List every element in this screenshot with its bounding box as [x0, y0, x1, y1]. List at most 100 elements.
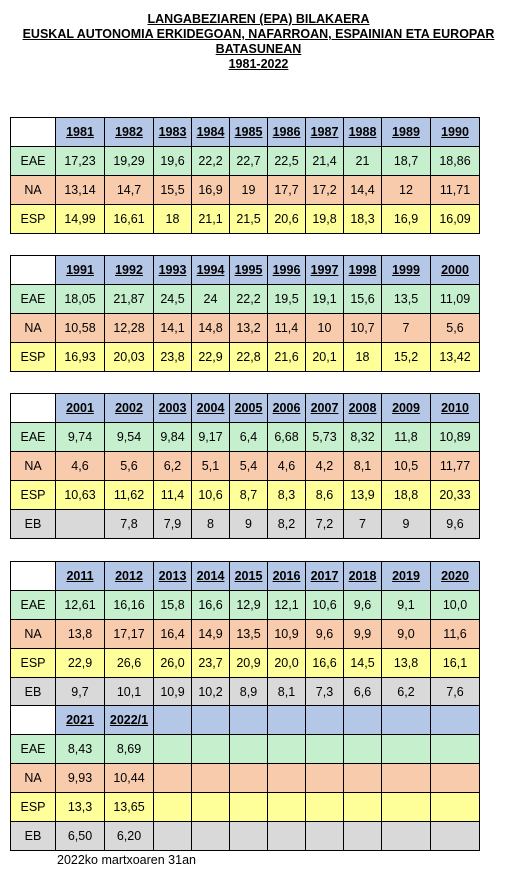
- year-header-cell: 2007: [305, 393, 344, 423]
- value-cell: 10,9: [267, 619, 306, 649]
- value-cell: [55, 509, 105, 539]
- value-cell: 21,4: [305, 146, 344, 176]
- year-header-cell: 1997: [305, 255, 344, 285]
- year-header-cell: 2020: [430, 561, 480, 591]
- value-cell: 14,7: [104, 175, 154, 205]
- value-cell: 4,6: [55, 451, 105, 481]
- corner-cell: [10, 705, 56, 735]
- year-header-cell: [305, 705, 344, 735]
- data-table-5: 2021 2022/1 EAE 8,43 8,69 NA 9,93 10,44 ESP 13,3 1…: [10, 705, 480, 851]
- row-label-eb: EB: [10, 821, 56, 851]
- corner-cell: [10, 393, 56, 423]
- row-label-na: NA: [10, 619, 56, 649]
- value-cell: 8,6: [305, 480, 344, 510]
- value-cell: 19,29: [104, 146, 154, 176]
- value-cell: 11,8: [381, 422, 431, 452]
- value-cell: 7: [343, 509, 382, 539]
- value-cell: 8,69: [104, 734, 154, 764]
- value-cell: 10: [305, 313, 344, 343]
- value-cell: [191, 763, 230, 793]
- value-cell: [191, 821, 230, 851]
- table-row-esp: ESP 22,9 26,6 26,0 23,7 20,9 20,0 16,6 14,5 13,8 1…: [10, 648, 480, 678]
- value-cell: [381, 792, 431, 822]
- value-cell: 9: [381, 509, 431, 539]
- value-cell: 13,8: [381, 648, 431, 678]
- value-cell: 9,0: [381, 619, 431, 649]
- value-cell: [267, 763, 306, 793]
- value-cell: 16,16: [104, 590, 154, 620]
- value-cell: [229, 792, 268, 822]
- value-cell: [305, 821, 344, 851]
- value-cell: 9,1: [381, 590, 431, 620]
- value-cell: 4,2: [305, 451, 344, 481]
- value-cell: 9,54: [104, 422, 154, 452]
- year-header-row: 2001 2002 2003 2004 2005 2006 2007 2008 2009 2010: [10, 393, 480, 423]
- value-cell: 20,1: [305, 342, 344, 372]
- value-cell: [153, 792, 192, 822]
- value-cell: 23,7: [191, 648, 230, 678]
- value-cell: 11,09: [430, 284, 480, 314]
- row-label-eae: EAE: [10, 284, 56, 314]
- value-cell: 10,89: [430, 422, 480, 452]
- value-cell: 9,74: [55, 422, 105, 452]
- value-cell: 20,03: [104, 342, 154, 372]
- value-cell: 15,8: [153, 590, 192, 620]
- data-table-4: 2011 2012 2013 2014 2015 2016 2017 2018 2019 2020…: [10, 561, 480, 707]
- table-row-na: NA 4,6 5,6 6,2 5,1 5,4 4,6 4,2 8,1 10,5 11,77: [10, 451, 480, 481]
- year-header-cell: 1987: [305, 117, 344, 147]
- value-cell: 8,3: [267, 480, 306, 510]
- value-cell: 16,61: [104, 204, 154, 234]
- row-label-eae: EAE: [10, 422, 56, 452]
- year-header-cell: [343, 705, 382, 735]
- value-cell: 7,6: [430, 677, 480, 707]
- value-cell: 17,23: [55, 146, 105, 176]
- value-cell: [229, 734, 268, 764]
- row-label-eae: EAE: [10, 146, 56, 176]
- value-cell: 19,1: [305, 284, 344, 314]
- year-header-cell: 2016: [267, 561, 306, 591]
- title-line-2: EUSKAL AUTONOMIA ERKIDEGOAN, NAFARROAN, …: [22, 27, 495, 41]
- year-header-cell: 2001: [55, 393, 105, 423]
- value-cell: 22,7: [229, 146, 268, 176]
- value-cell: 16,6: [191, 590, 230, 620]
- year-header-cell: 2006: [267, 393, 306, 423]
- value-cell: 12,61: [55, 590, 105, 620]
- value-cell: [305, 792, 344, 822]
- row-label-eae: EAE: [10, 734, 56, 764]
- value-cell: 17,2: [305, 175, 344, 205]
- year-header-cell: 1981: [55, 117, 105, 147]
- year-header-cell: 2004: [191, 393, 230, 423]
- year-header-row: 1981 1982 1983 1984 1985 1986 1987 1988 1989 1990: [10, 117, 480, 147]
- value-cell: 10,5: [381, 451, 431, 481]
- value-cell: 8: [191, 509, 230, 539]
- value-cell: 9,9: [343, 619, 382, 649]
- year-header-cell: 1985: [229, 117, 268, 147]
- value-cell: 9,17: [191, 422, 230, 452]
- year-header-row: 2011 2012 2013 2014 2015 2016 2017 2018 2019 2020: [10, 561, 480, 591]
- value-cell: 8,9: [229, 677, 268, 707]
- value-cell: [153, 734, 192, 764]
- value-cell: [430, 763, 480, 793]
- table-row-eae: EAE 8,43 8,69: [10, 734, 480, 764]
- value-cell: 20,0: [267, 648, 306, 678]
- value-cell: 18,7: [381, 146, 431, 176]
- year-header-cell: 2009: [381, 393, 431, 423]
- value-cell: [381, 763, 431, 793]
- value-cell: 7,2: [305, 509, 344, 539]
- value-cell: 13,5: [381, 284, 431, 314]
- value-cell: 13,42: [430, 342, 480, 372]
- value-cell: 6,4: [229, 422, 268, 452]
- table-row-na: NA 10,58 12,28 14,1 14,8 13,2 11,4 10 10,7 7 5,6: [10, 313, 480, 343]
- value-cell: 9,93: [55, 763, 105, 793]
- value-cell: 18,8: [381, 480, 431, 510]
- value-cell: 10,7: [343, 313, 382, 343]
- value-cell: 14,9: [191, 619, 230, 649]
- value-cell: 22,8: [229, 342, 268, 372]
- value-cell: 8,1: [267, 677, 306, 707]
- value-cell: 13,9: [343, 480, 382, 510]
- value-cell: 9: [229, 509, 268, 539]
- value-cell: 7: [381, 313, 431, 343]
- value-cell: 16,4: [153, 619, 192, 649]
- table-row-esp: ESP 10,63 11,62 11,4 10,6 8,7 8,3 8,6 13,9 18,8 20…: [10, 480, 480, 510]
- year-header-cell: 1982: [104, 117, 154, 147]
